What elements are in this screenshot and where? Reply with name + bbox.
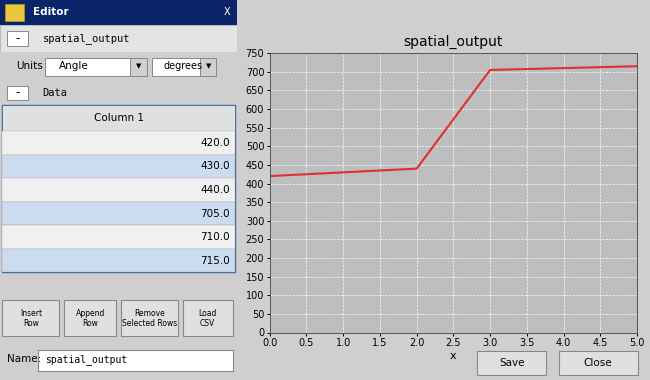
Text: Close: Close [584, 358, 612, 368]
Bar [45, 58, 147, 76]
Text: 705.0: 705.0 [200, 209, 230, 218]
Text: Save: Save [499, 358, 525, 368]
Text: Insert
Row: Insert Row [20, 309, 42, 328]
Bar [183, 300, 233, 336]
Text: spatial_output: spatial_output [45, 354, 127, 364]
Text: Data: Data [43, 88, 68, 98]
Bar [3, 249, 235, 272]
Bar [0, 52, 237, 81]
Text: Remove
Selected Rows: Remove Selected Rows [122, 309, 177, 328]
Text: ▼: ▼ [205, 63, 211, 69]
Bar [558, 351, 638, 375]
Bar [3, 131, 235, 155]
Bar [200, 58, 216, 76]
Text: degrees: degrees [164, 61, 203, 71]
Bar [7, 86, 29, 100]
Text: Append
Row: Append Row [75, 309, 105, 328]
Text: Units: Units [17, 61, 44, 71]
Bar [3, 155, 235, 178]
Text: ▼: ▼ [136, 63, 142, 69]
Bar [3, 105, 235, 272]
Y-axis label: y: y [231, 183, 238, 193]
Bar [38, 350, 233, 370]
Text: 430.0: 430.0 [200, 162, 230, 171]
X-axis label: x: x [450, 351, 457, 361]
Text: -: - [16, 32, 20, 45]
Text: Editor: Editor [33, 7, 69, 17]
Bar [0, 0, 237, 25]
Text: 420.0: 420.0 [200, 138, 230, 148]
Text: Angle: Angle [59, 61, 89, 71]
Bar [5, 4, 24, 21]
Bar [152, 58, 216, 76]
Bar [7, 31, 29, 46]
Bar [3, 105, 235, 131]
Bar [3, 202, 235, 225]
Bar [477, 351, 546, 375]
Bar [64, 300, 116, 336]
Bar [3, 300, 59, 336]
Bar [121, 300, 178, 336]
Bar [131, 58, 147, 76]
Text: 710.0: 710.0 [200, 232, 230, 242]
Text: Load
CSV: Load CSV [198, 309, 217, 328]
Bar [0, 25, 237, 52]
Text: X: X [224, 7, 230, 17]
Bar [3, 225, 235, 249]
Bar [3, 178, 235, 202]
Title: spatial_output: spatial_output [404, 35, 503, 49]
Text: Column 1: Column 1 [94, 113, 144, 123]
Bar [0, 81, 237, 105]
Text: 715.0: 715.0 [200, 256, 230, 266]
Text: -: - [16, 86, 20, 100]
Text: spatial_output: spatial_output [43, 33, 130, 44]
Text: Name:: Name: [7, 354, 42, 364]
Text: 440.0: 440.0 [200, 185, 230, 195]
